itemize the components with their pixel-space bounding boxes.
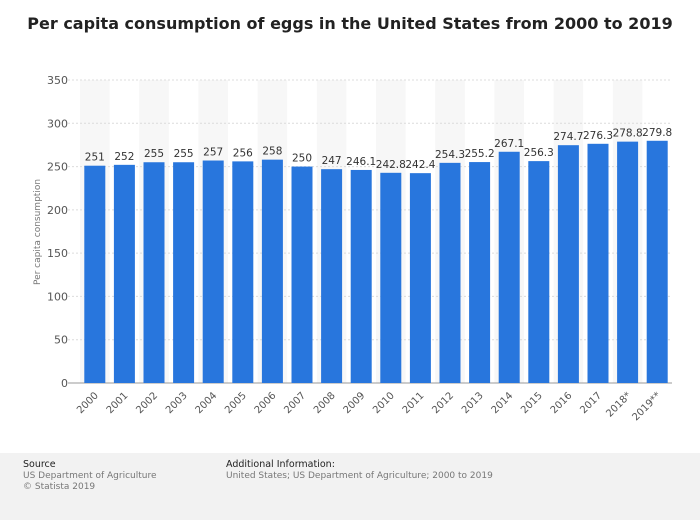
- value-labels: 251 252 255 255 257 256 258 250 247 246.1 242.8 242…: [85, 127, 672, 171]
- additional-info-title: Additional Information:: [226, 459, 335, 470]
- bar: [113, 164, 135, 383]
- copyright-line: © Statista 2019: [23, 482, 96, 492]
- bar: [261, 159, 283, 383]
- x-tick-label: 2011: [401, 390, 427, 416]
- x-tick-label: 2009: [342, 390, 368, 416]
- bar: [409, 173, 431, 383]
- source-line: US Department of Agriculture: [23, 470, 157, 481]
- x-tick-label: 2005: [223, 390, 249, 416]
- y-tick-label: 100: [47, 290, 68, 303]
- value-label: 278.8: [613, 128, 643, 140]
- x-tick-label: 2012: [430, 390, 456, 416]
- value-label: 254.3: [435, 149, 465, 161]
- value-label: 257: [203, 147, 223, 159]
- x-tick-label: 2008: [312, 390, 338, 416]
- x-tick-label: 2019**: [630, 390, 663, 423]
- bar: [617, 141, 639, 383]
- x-tick-label: 2002: [134, 390, 160, 416]
- bar: [498, 151, 520, 383]
- bar: [439, 162, 461, 383]
- y-tick-label: 300: [47, 117, 68, 130]
- value-label: 274.7: [553, 131, 583, 143]
- value-label: 242.4: [405, 159, 435, 171]
- x-tick-label: 2000: [75, 390, 101, 416]
- y-tick-label: 0: [61, 377, 68, 390]
- bar: [350, 169, 372, 383]
- y-axis-label: Per capita consumption: [33, 179, 43, 285]
- value-label: 279.8: [642, 127, 672, 139]
- x-axis-ticks: 2000 2001 2002 2003 2004 2005 2006 2007 2008 2009…: [75, 390, 663, 423]
- value-label: 252: [114, 151, 134, 163]
- x-tick-label: 2013: [460, 390, 486, 416]
- source-title: Source: [23, 459, 56, 470]
- value-label: 247: [322, 155, 342, 167]
- bars: [84, 140, 668, 383]
- additional-info-block: Additional Information: United States; U…: [226, 459, 493, 482]
- x-tick-label: 2014: [490, 390, 516, 416]
- source-block: Source US Department of Agriculture © St…: [23, 459, 157, 494]
- bar: [291, 166, 313, 383]
- additional-info-line: United States; US Department of Agricult…: [226, 470, 493, 481]
- bar: [84, 165, 106, 383]
- bar: [587, 143, 609, 383]
- y-tick-label: 50: [54, 334, 68, 347]
- y-tick-label: 150: [47, 247, 68, 260]
- y-tick-label: 250: [47, 161, 68, 174]
- chart-title: Per capita consumption of eggs in the Un…: [27, 14, 673, 33]
- x-tick-label: 2004: [194, 390, 220, 416]
- x-tick-label: 2003: [164, 390, 190, 416]
- value-label: 255: [144, 148, 164, 160]
- bar: [380, 172, 402, 383]
- bar: [528, 161, 550, 383]
- value-label: 256.3: [524, 147, 554, 159]
- y-axis-ticks: 0 50 100 150 200 250 300 350: [47, 74, 68, 390]
- value-label: 256: [233, 147, 253, 159]
- x-tick-label: 2006: [253, 390, 279, 416]
- bar: [232, 161, 254, 383]
- x-tick-label: 2015: [519, 390, 545, 416]
- y-tick-label: 350: [47, 74, 68, 87]
- bar: [469, 162, 491, 383]
- bar: [321, 169, 343, 383]
- y-tick-label: 200: [47, 204, 68, 217]
- value-label: 251: [85, 152, 105, 164]
- value-label: 250: [292, 153, 312, 165]
- bar: [202, 160, 224, 383]
- bar-chart: 0 50 100 150 200 250 300 350 251 252 255 255 257 256…: [33, 74, 672, 423]
- value-label: 267.1: [494, 138, 524, 150]
- bar: [646, 140, 668, 383]
- x-tick-label: 2016: [549, 390, 575, 416]
- value-label: 258: [262, 146, 282, 158]
- value-label: 242.8: [376, 159, 406, 171]
- value-label: 255: [174, 148, 194, 160]
- bar: [557, 145, 579, 383]
- value-label: 246.1: [346, 156, 376, 168]
- value-label: 276.3: [583, 130, 613, 142]
- x-tick-label: 2007: [282, 390, 308, 416]
- bar: [173, 162, 195, 383]
- x-tick-label: 2010: [371, 390, 397, 416]
- value-label: 255.2: [465, 148, 495, 160]
- bar: [143, 162, 165, 383]
- x-tick-label: 2017: [578, 390, 604, 416]
- x-tick-label: 2001: [105, 390, 131, 416]
